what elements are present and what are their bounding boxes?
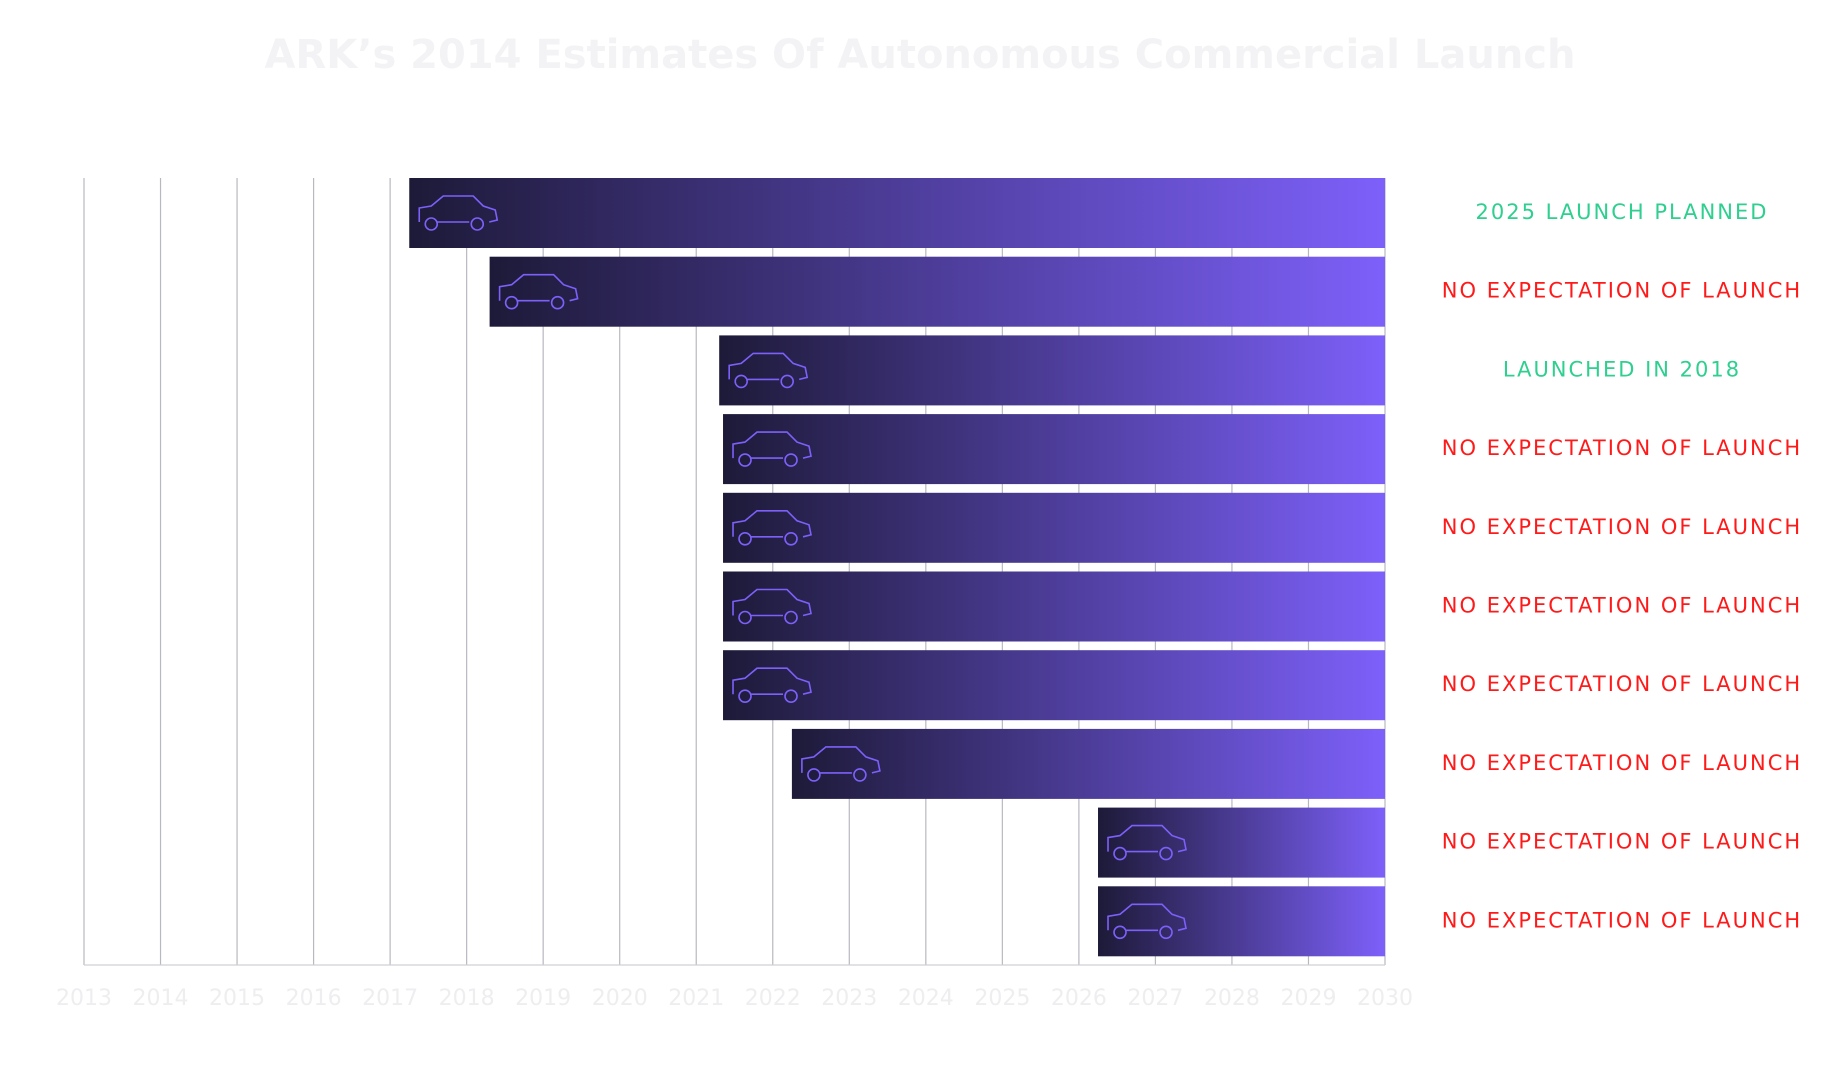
status-label: 2025 LAUNCH PLANNED <box>1476 200 1769 224</box>
car-wheel <box>424 217 439 231</box>
car-body <box>418 195 499 223</box>
bar <box>723 650 1385 721</box>
car-icon <box>732 588 812 625</box>
car-body <box>732 431 812 459</box>
car-wheel <box>734 374 748 389</box>
car-wheel <box>550 295 565 310</box>
bar <box>1098 886 1385 957</box>
car-icon <box>732 431 812 467</box>
x-tick-label: 2023 <box>821 986 877 1011</box>
x-tick-label: 2024 <box>898 986 954 1011</box>
car-icon <box>728 352 809 389</box>
status-label: NO EXPECTATION OF LAUNCH <box>1442 594 1802 618</box>
x-tick-label: 2026 <box>1051 986 1107 1011</box>
car-wheel <box>784 453 798 467</box>
x-tick-label: 2020 <box>592 986 648 1011</box>
car-icon <box>498 273 579 310</box>
car-body <box>728 352 809 381</box>
car-icon <box>801 746 881 782</box>
car-wheel <box>784 610 798 625</box>
x-tick-label: 2014 <box>133 986 189 1011</box>
car-body <box>1107 903 1187 932</box>
x-tick-label: 2022 <box>745 986 801 1011</box>
car-body <box>801 746 881 774</box>
bar <box>723 571 1385 642</box>
car-body <box>1107 824 1187 853</box>
car-body <box>732 667 812 696</box>
car-wheel <box>1159 925 1173 940</box>
bar <box>719 335 1385 406</box>
bar <box>489 256 1385 327</box>
bar <box>1098 807 1385 878</box>
x-tick-label: 2016 <box>286 986 342 1011</box>
car-body <box>732 588 812 617</box>
status-label: NO EXPECTATION OF LAUNCH <box>1442 830 1802 854</box>
x-tick-label: 2021 <box>668 986 724 1011</box>
x-tick-label: 2017 <box>362 986 418 1011</box>
car-wheel <box>738 689 752 704</box>
bar <box>723 492 1385 563</box>
bar <box>791 728 1385 799</box>
status-label: NO EXPECTATION OF LAUNCH <box>1442 751 1802 775</box>
car-icon <box>732 667 812 704</box>
car-wheel <box>738 610 752 625</box>
car-icon <box>418 195 499 231</box>
status-label: NO EXPECTATION OF LAUNCH <box>1442 908 1802 932</box>
car-icon <box>1107 903 1187 940</box>
x-tick-label: 2013 <box>56 986 112 1011</box>
car-wheel <box>738 531 752 546</box>
car-body <box>498 273 579 302</box>
car-wheel <box>1159 846 1173 861</box>
car-wheel <box>738 453 752 467</box>
x-tick-label: 2028 <box>1204 986 1260 1011</box>
bar <box>409 178 1385 248</box>
car-body <box>732 509 812 538</box>
x-tick-label: 2025 <box>974 986 1030 1011</box>
car-wheel <box>807 768 821 782</box>
car-wheel <box>504 295 519 310</box>
x-tick-label: 2019 <box>515 986 571 1011</box>
status-label: NO EXPECTATION OF LAUNCH <box>1442 515 1802 539</box>
x-tick-label: 2027 <box>1127 986 1183 1011</box>
car-wheel <box>1113 925 1127 940</box>
status-label: NO EXPECTATION OF LAUNCH <box>1442 672 1802 696</box>
car-wheel <box>470 217 485 231</box>
bar <box>723 414 1385 485</box>
car-wheel <box>780 374 794 389</box>
car-icon <box>1107 824 1187 861</box>
status-label: LAUNCHED IN 2018 <box>1503 357 1741 381</box>
car-wheel <box>1113 846 1127 861</box>
chart-title: ARK’s 2014 Estimates Of Autonomous Comme… <box>265 32 1576 78</box>
car-wheel <box>853 768 867 782</box>
x-tick-label: 2018 <box>439 986 495 1011</box>
status-label: NO EXPECTATION OF LAUNCH <box>1442 436 1802 460</box>
car-wheel <box>784 689 798 704</box>
x-tick-label: 2029 <box>1280 986 1336 1011</box>
car-icon <box>732 509 812 546</box>
status-label: NO EXPECTATION OF LAUNCH <box>1442 279 1802 303</box>
x-tick-label: 2030 <box>1357 986 1413 1011</box>
x-tick-label: 2015 <box>209 986 265 1011</box>
car-wheel <box>784 531 798 546</box>
